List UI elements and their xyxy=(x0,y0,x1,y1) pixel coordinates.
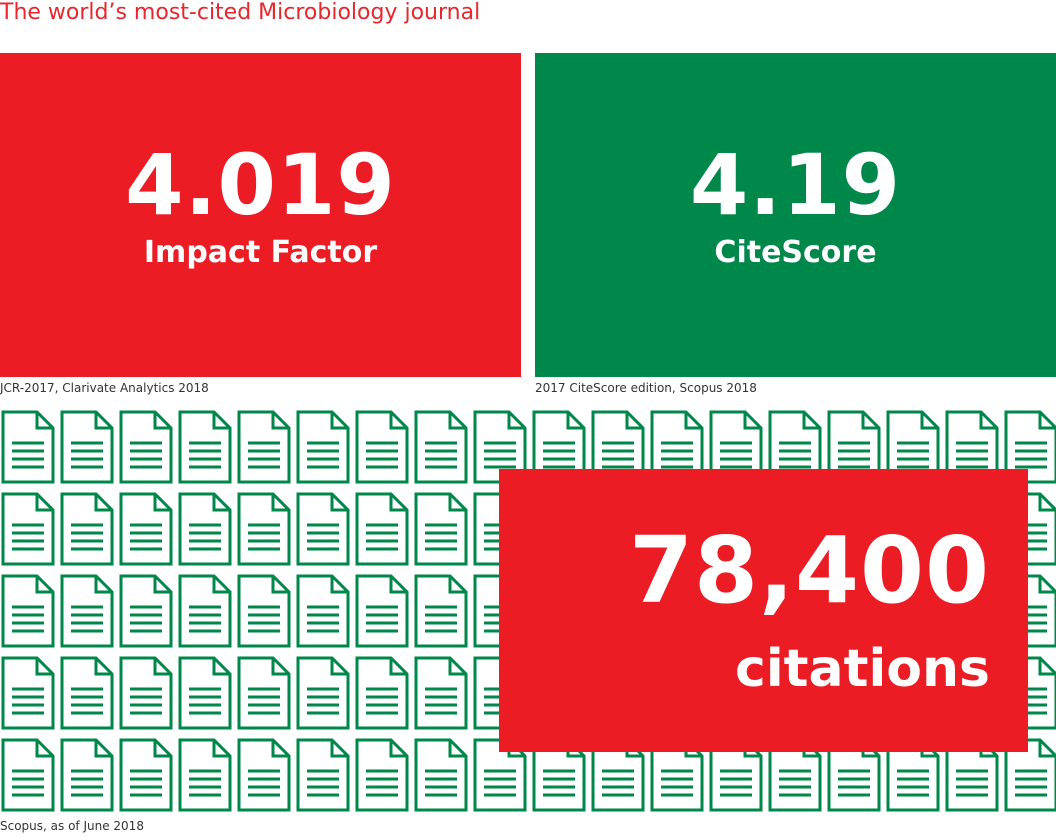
document-icon xyxy=(237,410,291,484)
headline: The world’s most-cited Microbiology jour… xyxy=(0,0,481,25)
document-icon xyxy=(237,574,291,648)
document-icon xyxy=(60,574,114,648)
document-icon xyxy=(1,410,55,484)
document-icon xyxy=(1,492,55,566)
impact-factor-label: Impact Factor xyxy=(143,235,378,270)
citations-label: citations xyxy=(735,639,990,699)
document-icon xyxy=(296,410,350,484)
document-icon xyxy=(119,738,173,812)
document-icon xyxy=(827,410,881,484)
document-icon xyxy=(119,656,173,730)
citations-panel: 78,400 citations xyxy=(499,469,1028,752)
document-icon xyxy=(60,656,114,730)
document-icon xyxy=(60,738,114,812)
document-icon xyxy=(178,492,232,566)
document-icon xyxy=(414,738,468,812)
document-icon xyxy=(414,574,468,648)
document-icon xyxy=(532,738,586,812)
document-icon xyxy=(237,738,291,812)
document-icon xyxy=(178,656,232,730)
citations-source: Scopus, as of June 2018 xyxy=(0,819,144,833)
document-icon xyxy=(296,738,350,812)
document-icon xyxy=(119,492,173,566)
document-icon xyxy=(60,410,114,484)
document-icon xyxy=(119,410,173,484)
citescore-source: 2017 CiteScore edition, Scopus 2018 xyxy=(535,381,757,395)
document-icon xyxy=(355,410,409,484)
document-icon xyxy=(237,492,291,566)
document-icon xyxy=(414,492,468,566)
citations-value: 78,400 xyxy=(628,517,990,624)
document-icon xyxy=(60,492,114,566)
document-icon xyxy=(178,738,232,812)
document-icon xyxy=(296,574,350,648)
impact-factor-source: JCR-2017, Clarivate Analytics 2018 xyxy=(0,381,209,395)
document-icon xyxy=(119,574,173,648)
document-icon xyxy=(355,492,409,566)
citescore-label: CiteScore xyxy=(714,235,877,270)
document-icon xyxy=(650,738,704,812)
document-icon xyxy=(886,410,940,484)
document-icon xyxy=(296,492,350,566)
document-icon xyxy=(414,656,468,730)
impact-factor-panel: 4.019 Impact Factor xyxy=(0,53,521,377)
document-icon xyxy=(1,574,55,648)
document-icon xyxy=(178,574,232,648)
document-icon xyxy=(473,738,527,812)
document-icon xyxy=(355,574,409,648)
document-icon xyxy=(355,738,409,812)
document-icon xyxy=(945,410,999,484)
citescore-panel: 4.19 CiteScore xyxy=(535,53,1056,377)
document-icon xyxy=(178,410,232,484)
document-icon xyxy=(296,656,350,730)
document-icon xyxy=(1004,738,1056,812)
document-icon xyxy=(1,656,55,730)
document-icon xyxy=(473,410,527,484)
document-icon xyxy=(414,410,468,484)
document-icon xyxy=(237,656,291,730)
impact-factor-value: 4.019 xyxy=(125,136,396,234)
citescore-value: 4.19 xyxy=(689,136,902,234)
document-icon xyxy=(945,738,999,812)
document-icon xyxy=(355,656,409,730)
document-icon xyxy=(1,738,55,812)
